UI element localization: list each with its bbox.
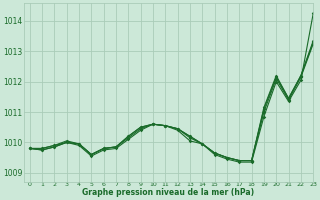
X-axis label: Graphe pression niveau de la mer (hPa): Graphe pression niveau de la mer (hPa) (82, 188, 254, 197)
